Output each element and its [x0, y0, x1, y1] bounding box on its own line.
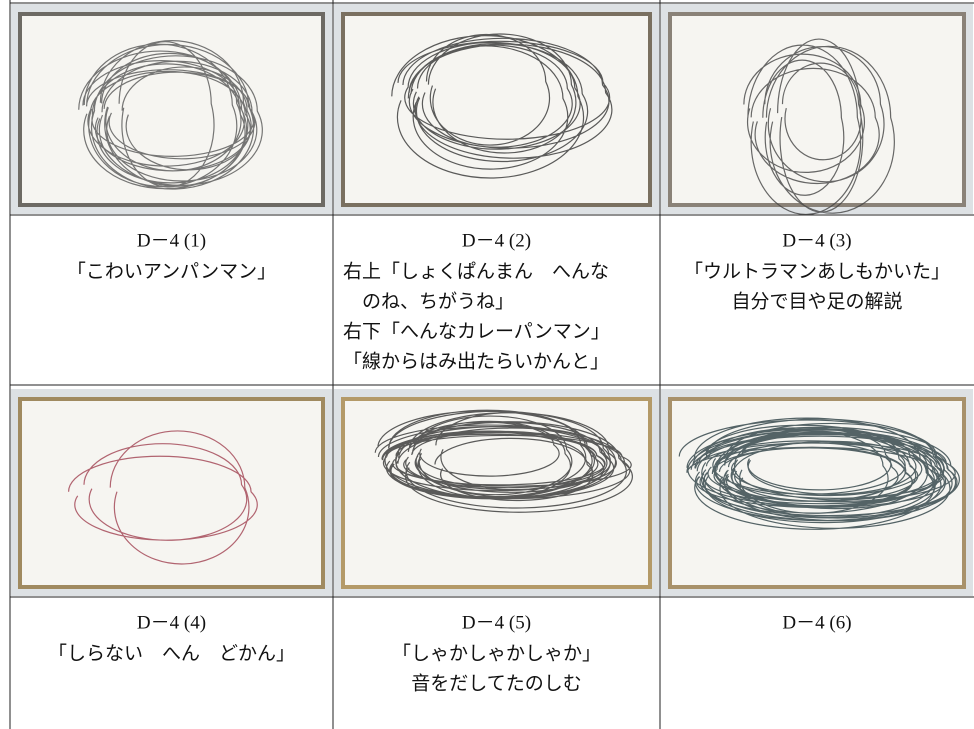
drawing	[391, 33, 613, 179]
caption-line: 右下「へんなカレーパンマン」	[343, 320, 610, 342]
caption-id: D－4 (1)	[137, 230, 206, 251]
caption-line: 自分で目や足の解説	[731, 290, 902, 312]
caption-line: 音をだしてたのしむ	[411, 672, 581, 694]
paper	[22, 401, 321, 585]
paper	[22, 16, 321, 203]
caption-line: 「しゃかしゃかしゃか」	[392, 642, 601, 664]
drawing	[78, 40, 263, 190]
caption-id: D－4 (2)	[462, 230, 531, 251]
caption-line: 「こわいアンパンマン」	[67, 260, 276, 282]
drawing	[678, 417, 960, 530]
drawing	[67, 430, 258, 565]
caption-line: 「しらない へん どかん」	[48, 642, 295, 664]
drawing	[743, 38, 895, 216]
caption-line: 「ウルトラマンあしもかいた」	[684, 260, 950, 282]
caption-line: 右上「しょくぱんまん へんな	[343, 260, 609, 282]
caption-id: D－4 (3)	[782, 230, 851, 251]
caption-id: D－4 (4)	[137, 612, 206, 633]
caption-line: のね、ちがうね」	[362, 290, 514, 312]
caption-line: 「線からはみ出たらいかんと」	[343, 350, 609, 372]
paper	[345, 16, 648, 203]
paper	[672, 16, 962, 203]
caption-id: D－4 (6)	[782, 612, 851, 633]
drawing	[374, 409, 633, 513]
caption-id: D－4 (5)	[462, 612, 531, 633]
